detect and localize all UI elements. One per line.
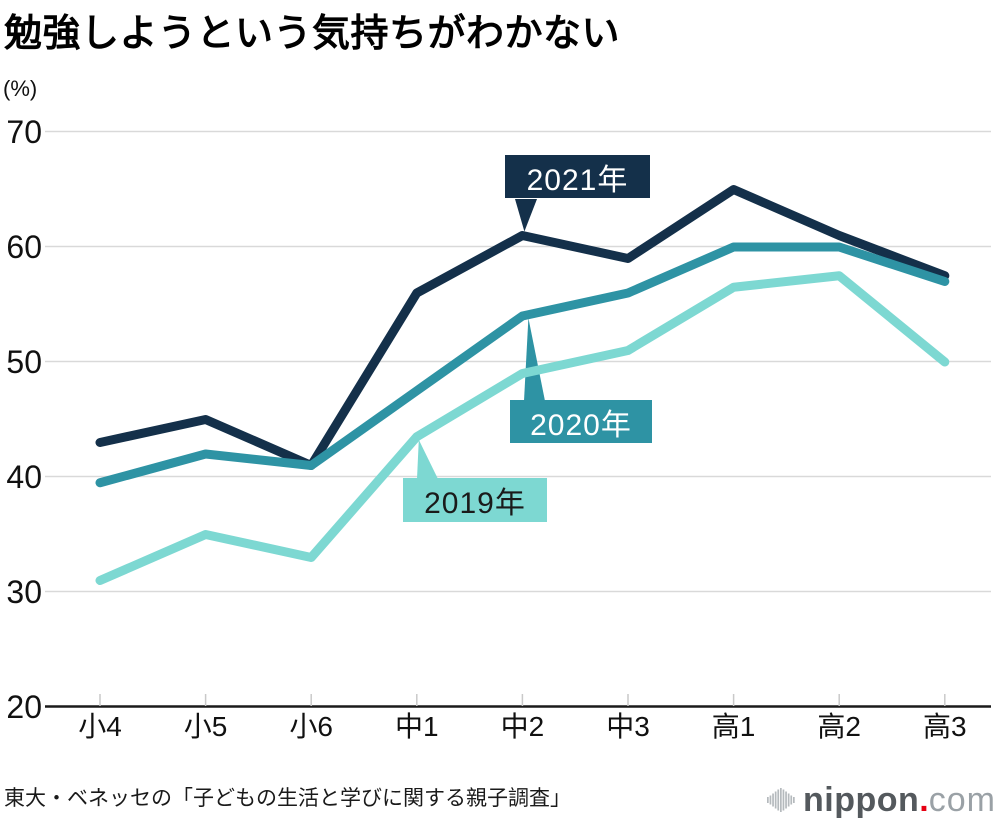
y-axis-label: 30 (6, 574, 42, 610)
source-note: 東大・ベネッセの「子どもの生活と学びに関する親子調査」 (4, 787, 571, 810)
soundwave-bar (793, 797, 795, 803)
soundwave-bar (782, 789, 785, 811)
logo-red-dot: . (919, 780, 929, 819)
callout-pointer (515, 199, 537, 232)
nippon-com-logo: nippon . com (766, 779, 996, 821)
x-axis-label: 小4 (78, 711, 122, 742)
callout-pointer (524, 318, 545, 401)
soundwave-bar (780, 788, 782, 812)
x-axis-label: 中1 (395, 711, 439, 742)
series-callout-2019-label: 2019年 (424, 487, 526, 520)
series-callout-2020-label: 2020年 (530, 408, 632, 442)
logo-brand-text: nippon (803, 780, 920, 819)
soundwave-bars-icon (767, 788, 795, 812)
x-axis-label: 高2 (817, 711, 861, 742)
soundwave-bar (777, 789, 780, 811)
y-axis-unit-label: (%) (3, 76, 38, 101)
y-axis-label: 40 (6, 459, 42, 495)
soundwave-bar (774, 791, 777, 809)
soundwave-bar (767, 797, 769, 803)
y-axis-label: 60 (6, 229, 42, 265)
callout-pointer (417, 439, 438, 479)
data-line-2021年 (95, 185, 950, 470)
series-callout-2020: 2020年 (510, 400, 652, 443)
logo-tld-text: com (928, 780, 996, 819)
x-axis-label: 高1 (711, 711, 756, 742)
x-axis-label: 小6 (289, 711, 333, 742)
series-callout-2021-label: 2021年 (526, 163, 629, 197)
series-callout-2021: 2021年 (505, 155, 650, 198)
x-axis-label: 小5 (183, 711, 228, 742)
soundwave-bar (772, 793, 774, 807)
x-axis-label: 高3 (923, 711, 967, 742)
series-callout-2019: 2019年 (403, 478, 547, 522)
x-axis-label: 中2 (500, 711, 545, 742)
y-axis-label: 50 (6, 344, 42, 380)
data-line-2019年 (95, 271, 950, 585)
soundwave-bar (790, 795, 793, 805)
soundwave-bar (787, 793, 790, 807)
soundwave-bar (785, 791, 787, 809)
data-line-2020年 (95, 242, 950, 488)
x-axis-label: 中3 (606, 711, 650, 742)
y-axis-label: 20 (6, 689, 42, 725)
soundwave-bar (769, 795, 772, 805)
y-axis-label: 70 (6, 114, 42, 150)
chart-title: 勉強しようという気持ちがわかない (4, 13, 621, 55)
